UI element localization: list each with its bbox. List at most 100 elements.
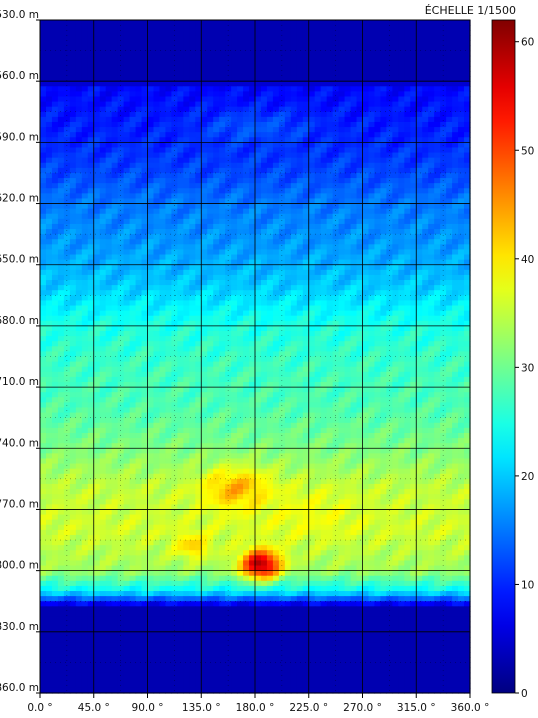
heatmap-cell <box>320 356 328 363</box>
heatmap-cell <box>225 55 232 62</box>
heatmap-cell <box>159 188 167 194</box>
heatmap-cell <box>69 320 77 327</box>
heatmap-cell <box>51 35 59 41</box>
heatmap-cell <box>344 157 352 164</box>
heatmap-cell <box>75 213 83 220</box>
heatmap-cell <box>284 86 292 92</box>
heatmap-cell <box>195 305 202 312</box>
heatmap-cell <box>141 290 149 296</box>
heatmap-cell <box>314 320 322 327</box>
heatmap-cell <box>380 295 387 302</box>
heatmap-cell <box>231 65 238 72</box>
heatmap-cell <box>362 111 370 118</box>
heatmap-cell <box>308 305 316 312</box>
heatmap-cell <box>308 178 316 184</box>
heatmap-cell <box>320 30 328 36</box>
heatmap-cell <box>135 254 143 261</box>
heatmap-cell <box>129 290 137 296</box>
heatmap-cell <box>266 86 274 92</box>
heatmap-cell <box>159 351 167 358</box>
heatmap-cell <box>201 305 208 312</box>
heatmap-cell <box>458 346 465 352</box>
heatmap-cell <box>40 259 47 266</box>
heatmap-cell <box>284 366 292 373</box>
heatmap-cell <box>159 290 167 296</box>
heatmap-cell <box>129 305 137 312</box>
heatmap-cell <box>326 50 334 57</box>
heatmap-cell <box>93 198 101 205</box>
heatmap-cell <box>105 331 113 337</box>
heatmap-cell <box>249 142 256 149</box>
heatmap-cell <box>386 86 393 92</box>
heatmap-cell <box>177 172 184 179</box>
heatmap-cell <box>338 320 346 327</box>
heatmap-cell <box>368 356 376 363</box>
heatmap-cell <box>416 198 423 205</box>
heatmap-cell <box>284 193 292 200</box>
heatmap-cell <box>255 111 262 118</box>
heatmap-cell <box>422 116 429 123</box>
heatmap-cell <box>272 203 280 210</box>
heatmap-cell <box>278 20 286 26</box>
heatmap-cell <box>57 351 65 358</box>
heatmap-cell <box>141 295 149 302</box>
heatmap-cell <box>314 172 322 179</box>
heatmap-cell <box>320 198 328 205</box>
heatmap-cell <box>75 325 83 332</box>
heatmap-cell <box>249 147 256 154</box>
heatmap-cell <box>183 45 190 52</box>
heatmap-cell <box>213 40 220 47</box>
heatmap-cell <box>320 142 328 149</box>
heatmap-cell <box>278 259 286 266</box>
heatmap-cell <box>117 223 125 230</box>
heatmap-cell <box>123 249 131 256</box>
heatmap-cell <box>308 331 316 337</box>
heatmap-cell <box>320 254 328 261</box>
heatmap-cell <box>410 366 417 373</box>
heatmap-cell <box>380 336 387 342</box>
heatmap-cell <box>219 208 226 215</box>
heatmap-cell <box>314 305 322 312</box>
heatmap-cell <box>207 269 214 276</box>
heatmap-cell <box>75 336 83 342</box>
heatmap-cell <box>284 361 292 368</box>
heatmap-cell <box>416 249 423 256</box>
heatmap-cell <box>63 132 71 138</box>
heatmap-cell <box>255 229 262 235</box>
heatmap-cell <box>213 254 220 261</box>
heatmap-cell <box>153 162 161 169</box>
heatmap-cell <box>422 341 429 347</box>
heatmap-cell <box>362 356 370 363</box>
heatmap-cell <box>45 336 53 342</box>
heatmap-cell <box>87 229 95 235</box>
heatmap-cell <box>284 147 292 154</box>
heatmap-cell <box>428 280 435 286</box>
heatmap-cell <box>219 106 226 113</box>
heatmap-cell <box>314 91 322 98</box>
heatmap-cell <box>183 86 190 92</box>
heatmap-cell <box>260 40 268 47</box>
heatmap-cell <box>344 203 352 210</box>
heatmap-cell <box>45 132 53 138</box>
heatmap-cell <box>266 178 274 184</box>
heatmap-cell <box>350 290 358 296</box>
heatmap-cell <box>326 152 334 159</box>
heatmap-cell <box>147 55 155 62</box>
heatmap-cell <box>141 121 149 128</box>
heatmap-cell <box>434 50 441 57</box>
heatmap-cell <box>171 320 178 327</box>
heatmap-cell <box>452 178 459 184</box>
heatmap-cell <box>225 198 232 205</box>
heatmap-cell <box>452 290 459 296</box>
heatmap-cell <box>57 198 65 205</box>
heatmap-cell <box>51 280 59 286</box>
heatmap-cell <box>135 137 143 143</box>
heatmap-cell <box>368 223 376 230</box>
heatmap-cell <box>428 178 435 184</box>
heatmap-cell <box>255 223 262 230</box>
heatmap-cell <box>105 346 113 352</box>
heatmap-cell <box>428 203 435 210</box>
heatmap-cell <box>111 142 119 149</box>
heatmap-cell <box>356 305 364 312</box>
heatmap-cell <box>398 295 405 302</box>
